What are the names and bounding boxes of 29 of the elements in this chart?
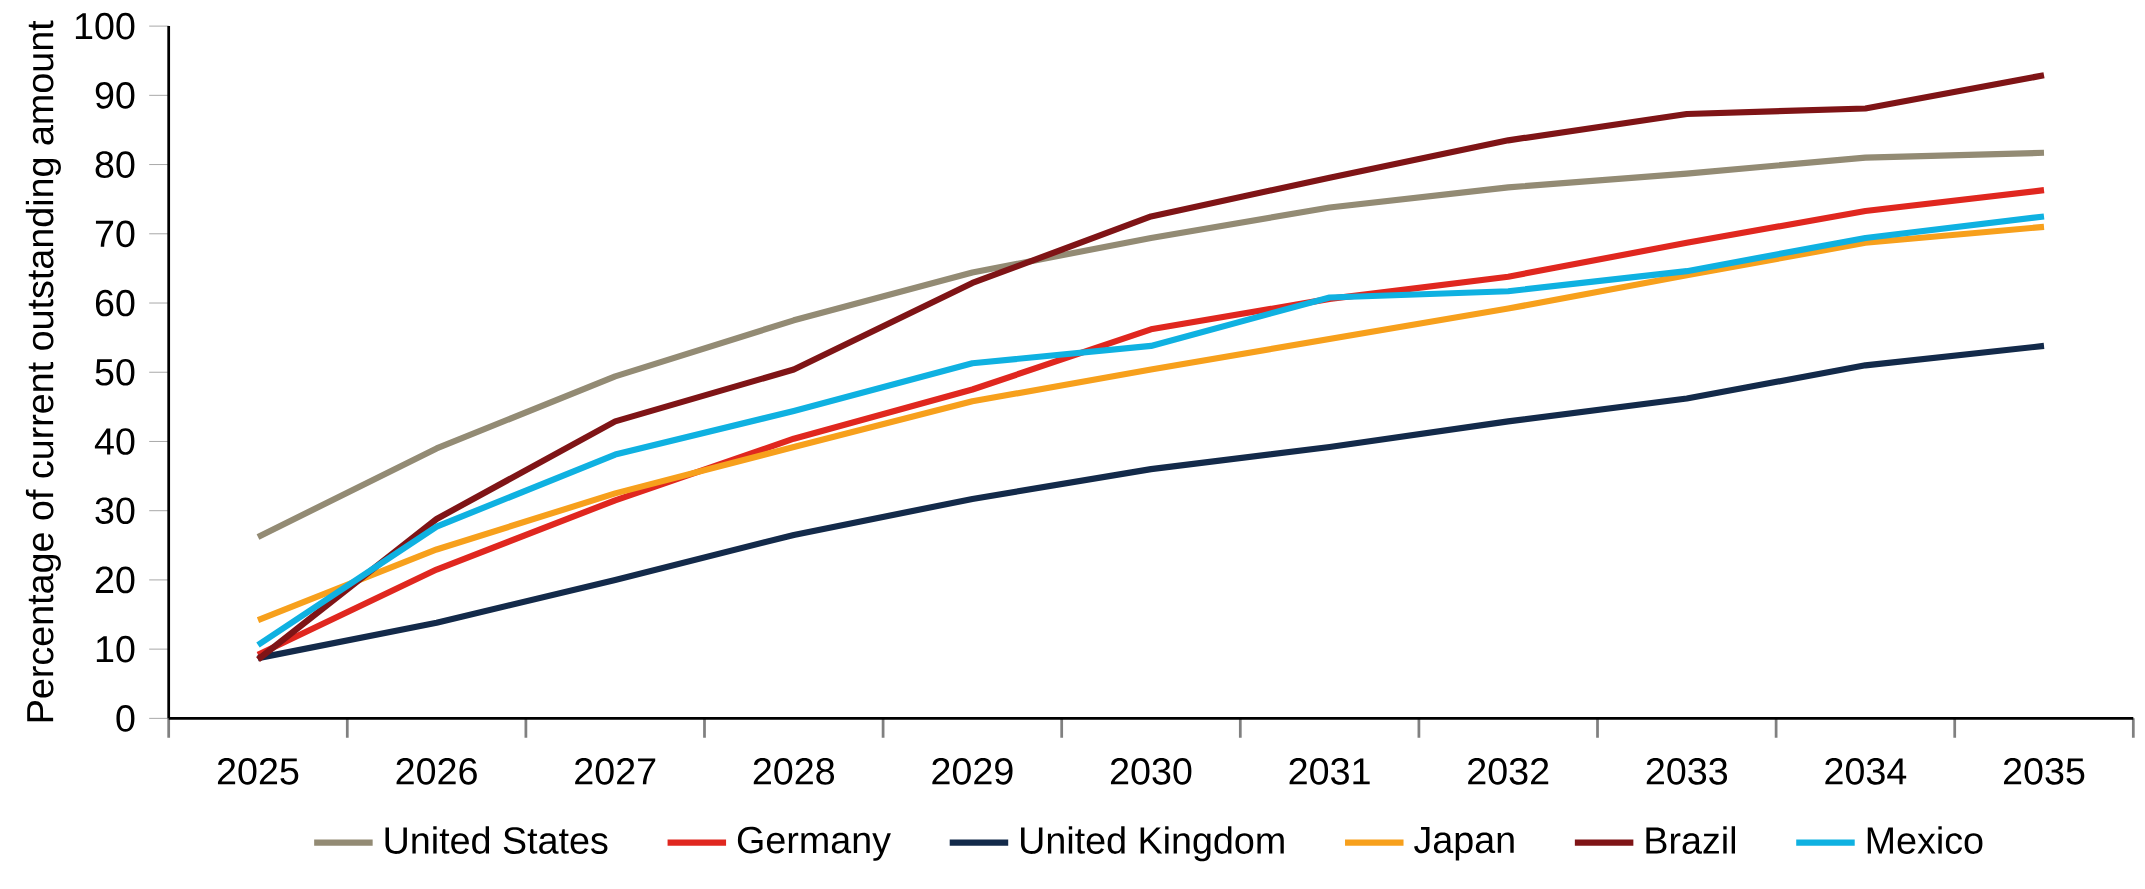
x-tick-label: 2026 (396, 758, 477, 785)
y-tick-label: 90 (95, 82, 135, 109)
x-tick-label: 2025 (217, 758, 299, 785)
x-tick-label: 2032 (1468, 758, 1549, 785)
y-tick-label: 60 (95, 289, 135, 317)
x-tick-label: 2033 (1646, 758, 1728, 785)
y-tick-label: 10 (96, 635, 135, 663)
y-tick-label: 40 (94, 428, 135, 455)
legend-label: Japan (1414, 826, 1514, 861)
legend-label: United Kingdom (1021, 826, 1284, 862)
legend-label: Mexico (1867, 826, 1983, 854)
x-tick-label: 2034 (1825, 758, 1907, 785)
x-tick-label: 2027 (575, 758, 656, 785)
y-tick-label: 50 (95, 358, 135, 386)
y-tick-label: 0 (116, 705, 135, 732)
x-tick-label: 2031 (1289, 758, 1370, 785)
y-tick-label: 100 (75, 12, 135, 40)
legend-label: United States (385, 826, 608, 854)
x-tick-label: 2029 (932, 758, 1013, 785)
x-tick-label: 2030 (1110, 758, 1192, 785)
x-tick-label: 2035 (2003, 758, 2085, 785)
legend-label: Germany (737, 826, 891, 861)
y-axis-title: Percentage of current outstanding amount (25, 20, 61, 722)
y-tick-label: 20 (95, 566, 135, 594)
y-tick-label: 70 (95, 220, 135, 248)
y-tick-label: 30 (95, 497, 135, 525)
legend-label: Brazil (1646, 826, 1736, 854)
x-tick-label: 2028 (753, 758, 835, 785)
y-tick-label: 80 (95, 151, 135, 178)
